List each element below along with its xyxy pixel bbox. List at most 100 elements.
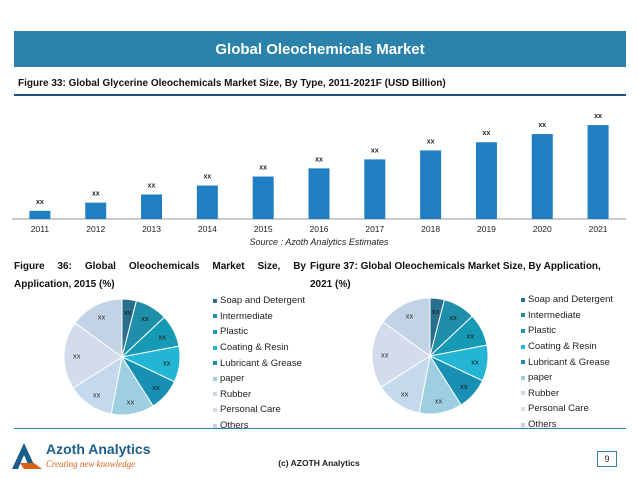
legend-swatch <box>521 375 525 380</box>
page-number: 9 <box>597 451 617 467</box>
legend-item-soap-and-detergent: Soap and Detergent <box>213 293 305 309</box>
x-tick-label-2017: 2017 <box>365 224 384 234</box>
pie-data-label-soap-and-detergent: xx <box>432 307 440 316</box>
legend-item-paper: paper <box>213 371 305 387</box>
logo-name: Azoth Analytics <box>46 441 151 457</box>
legend-swatch <box>213 392 217 397</box>
legend-swatch <box>521 297 525 302</box>
legend-label: Coating & Resin <box>528 341 597 353</box>
figure33-title: Figure 33: Global Glycerine Oleochemical… <box>18 78 446 89</box>
bar-data-label-2019: xx <box>483 130 491 137</box>
figure37-title-line1: Figure 37: Global Oleochemicals Market S… <box>310 261 601 272</box>
legend-swatch <box>213 361 217 366</box>
legend-label: Personal Care <box>220 404 281 416</box>
slide-header: Global Oleochemicals Market <box>14 31 626 67</box>
pie-data-label-intermediate: xx <box>141 314 149 323</box>
legend-item-intermediate: Intermediate <box>521 308 613 324</box>
azoth-logo-icon <box>12 443 42 469</box>
pie-data-label-intermediate: xx <box>449 313 457 322</box>
figure33-underline <box>14 94 626 96</box>
pie-data-label-personal-care: xx <box>381 351 389 360</box>
legend-item-lubricant-grease: Lubricant & Grease <box>521 354 613 370</box>
legend-label: Others <box>528 419 557 431</box>
x-tick-label-2018: 2018 <box>421 224 440 234</box>
footer-divider <box>14 428 626 429</box>
slide-title: Global Oleochemicals Market <box>215 40 425 58</box>
x-tick-label-2019: 2019 <box>477 224 496 234</box>
figure37-title: Figure 37: Global Oleochemicals Market S… <box>310 258 616 294</box>
pie-data-label-coating-resin: xx <box>163 359 171 368</box>
pie-data-label-others: xx <box>406 312 414 321</box>
pie-data-label-rubber: xx <box>401 389 409 398</box>
bar-2020 <box>531 134 553 219</box>
pie-legend-2021: Soap and Detergent Intermediate Plastic Coa… <box>521 292 613 432</box>
legend-label: Rubber <box>220 388 252 400</box>
x-tick-label-2012: 2012 <box>86 224 105 234</box>
bar-2016 <box>308 168 330 219</box>
x-tick-label-2014: 2014 <box>198 224 217 234</box>
legend-swatch <box>213 314 217 319</box>
legend-swatch <box>521 313 525 318</box>
legend-swatch <box>213 376 217 381</box>
azoth-logo: Azoth Analytics Creating new knowledge <box>10 437 170 473</box>
legend-item-intermediate: Intermediate <box>213 309 305 325</box>
figure36-title-line1: Figure 36: Global Oleochemicals Market S… <box>14 261 306 272</box>
legend-label: Lubricant & Grease <box>528 356 610 368</box>
bar-2015 <box>252 176 274 219</box>
x-tick-label-2021: 2021 <box>589 224 608 234</box>
bar-2017 <box>364 159 386 219</box>
bar-2014 <box>196 185 218 219</box>
legend-swatch <box>213 345 217 350</box>
legend-item-soap-and-detergent: Soap and Detergent <box>521 292 613 308</box>
pie-data-label-rubber: xx <box>93 390 101 399</box>
legend-label: Soap and Detergent <box>528 294 614 306</box>
figure37-title-line2: 2021 (%) <box>310 279 351 290</box>
bar-2019 <box>475 142 497 219</box>
x-tick-label-2016: 2016 <box>310 224 329 234</box>
bar-data-label-2017: xx <box>371 147 379 154</box>
pie-data-label-lubricant-grease: xx <box>152 383 160 392</box>
bar-data-label-2011: xx <box>36 199 44 206</box>
pie-data-label-coating-resin: xx <box>471 358 479 367</box>
legend-item-plastic: Plastic <box>213 324 305 340</box>
legend-item-personal-care: Personal Care <box>213 402 305 418</box>
legend-label: Personal Care <box>528 403 589 415</box>
legend-swatch <box>521 406 525 411</box>
legend-item-plastic: Plastic <box>521 323 613 339</box>
bar-data-label-2021: xx <box>594 113 602 120</box>
legend-item-coating-resin: Coating & Resin <box>213 340 305 356</box>
pie-data-label-plastic: xx <box>467 331 475 340</box>
pie-data-label-paper: xx <box>435 396 443 405</box>
pie-legend-2015: Soap and Detergent Intermediate Plastic Coa… <box>213 293 305 433</box>
bar-data-label-2016: xx <box>315 156 323 163</box>
legend-item-lubricant-grease: Lubricant & Grease <box>213 355 305 371</box>
bar-2011 <box>29 210 51 219</box>
legend-label: paper <box>528 372 553 384</box>
legend-swatch <box>521 328 525 333</box>
legend-label: paper <box>220 373 245 385</box>
bar-data-label-2020: xx <box>538 122 546 129</box>
bar-data-label-2014: xx <box>203 174 211 181</box>
x-tick-label-2013: 2013 <box>142 224 161 234</box>
legend-label: Coating & Resin <box>220 342 289 354</box>
legend-item-others: Others <box>213 418 305 434</box>
legend-item-personal-care: Personal Care <box>521 401 613 417</box>
bar-2021 <box>587 125 609 219</box>
pie-slice-personal-care <box>63 322 123 389</box>
legend-label: Soap and Detergent <box>220 295 306 307</box>
bar-data-label-2018: xx <box>427 138 435 145</box>
bar-2018 <box>420 150 442 219</box>
legend-item-rubber: Rubber <box>213 387 305 403</box>
figure36-title-line2: Application, 2015 (%) <box>14 279 115 290</box>
legend-item-paper: paper <box>521 370 613 386</box>
pie-data-label-personal-care: xx <box>73 352 81 361</box>
pie-slice-others <box>382 297 431 357</box>
x-tick-label-2015: 2015 <box>254 224 273 234</box>
legend-swatch <box>521 391 525 396</box>
legend-item-coating-resin: Coating & Resin <box>521 339 613 355</box>
legend-swatch <box>521 360 525 365</box>
logo-tagline: Creating new knowledge <box>46 459 136 469</box>
legend-label: Lubricant & Grease <box>220 357 302 369</box>
